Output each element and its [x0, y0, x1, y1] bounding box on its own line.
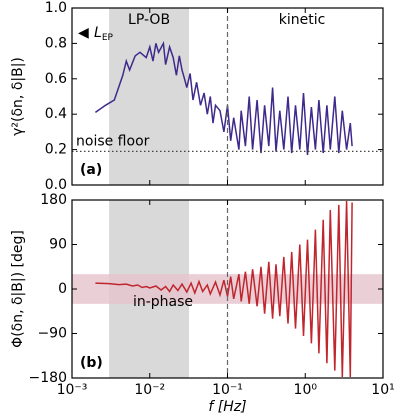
- y-tick-label: 1.0: [45, 0, 67, 16]
- kinetic-label: kinetic: [279, 12, 326, 28]
- lep-label-subscript: EP: [102, 33, 114, 43]
- y-tick-label: 0: [58, 281, 67, 297]
- lep-label-main: L: [94, 25, 102, 41]
- y-tick-label: −180: [29, 370, 67, 386]
- x-tick-label: 10⁻³: [57, 382, 88, 398]
- lep-label: LEP: [94, 25, 113, 43]
- y-axis-label: Φ(δn, δ|B|) [deg]: [10, 230, 26, 348]
- noise-floor-label: noise floor: [76, 133, 150, 149]
- x-tick-label: 10⁻²: [134, 382, 165, 398]
- panel-label: (b): [80, 355, 103, 371]
- y-tick-label: 0.2: [45, 142, 67, 158]
- region-label: LP-OB: [128, 12, 170, 28]
- data-line: [95, 200, 353, 378]
- y-tick-label: 0.8: [45, 35, 67, 51]
- y-tick-label: 0.4: [45, 106, 67, 122]
- shaded-region: [109, 8, 190, 185]
- y-axis-label: γ²(δn, δ|B|): [10, 57, 26, 136]
- y-tick-label: 0.0: [45, 177, 67, 193]
- band-label: in-phase: [133, 294, 193, 310]
- x-axis-label: f [Hz]: [208, 399, 246, 415]
- x-tick-label: 10⁻¹: [212, 382, 243, 398]
- panel-label: (a): [80, 162, 102, 178]
- x-tick-label: 10⁰: [294, 382, 318, 398]
- y-tick-label: 90: [49, 237, 67, 253]
- lep-marker: ◀: [78, 25, 89, 41]
- y-tick-label: −90: [37, 326, 67, 342]
- y-tick-label: 0.6: [45, 71, 67, 87]
- x-tick-label: 10¹: [371, 382, 394, 398]
- y-tick-label: 180: [40, 192, 67, 208]
